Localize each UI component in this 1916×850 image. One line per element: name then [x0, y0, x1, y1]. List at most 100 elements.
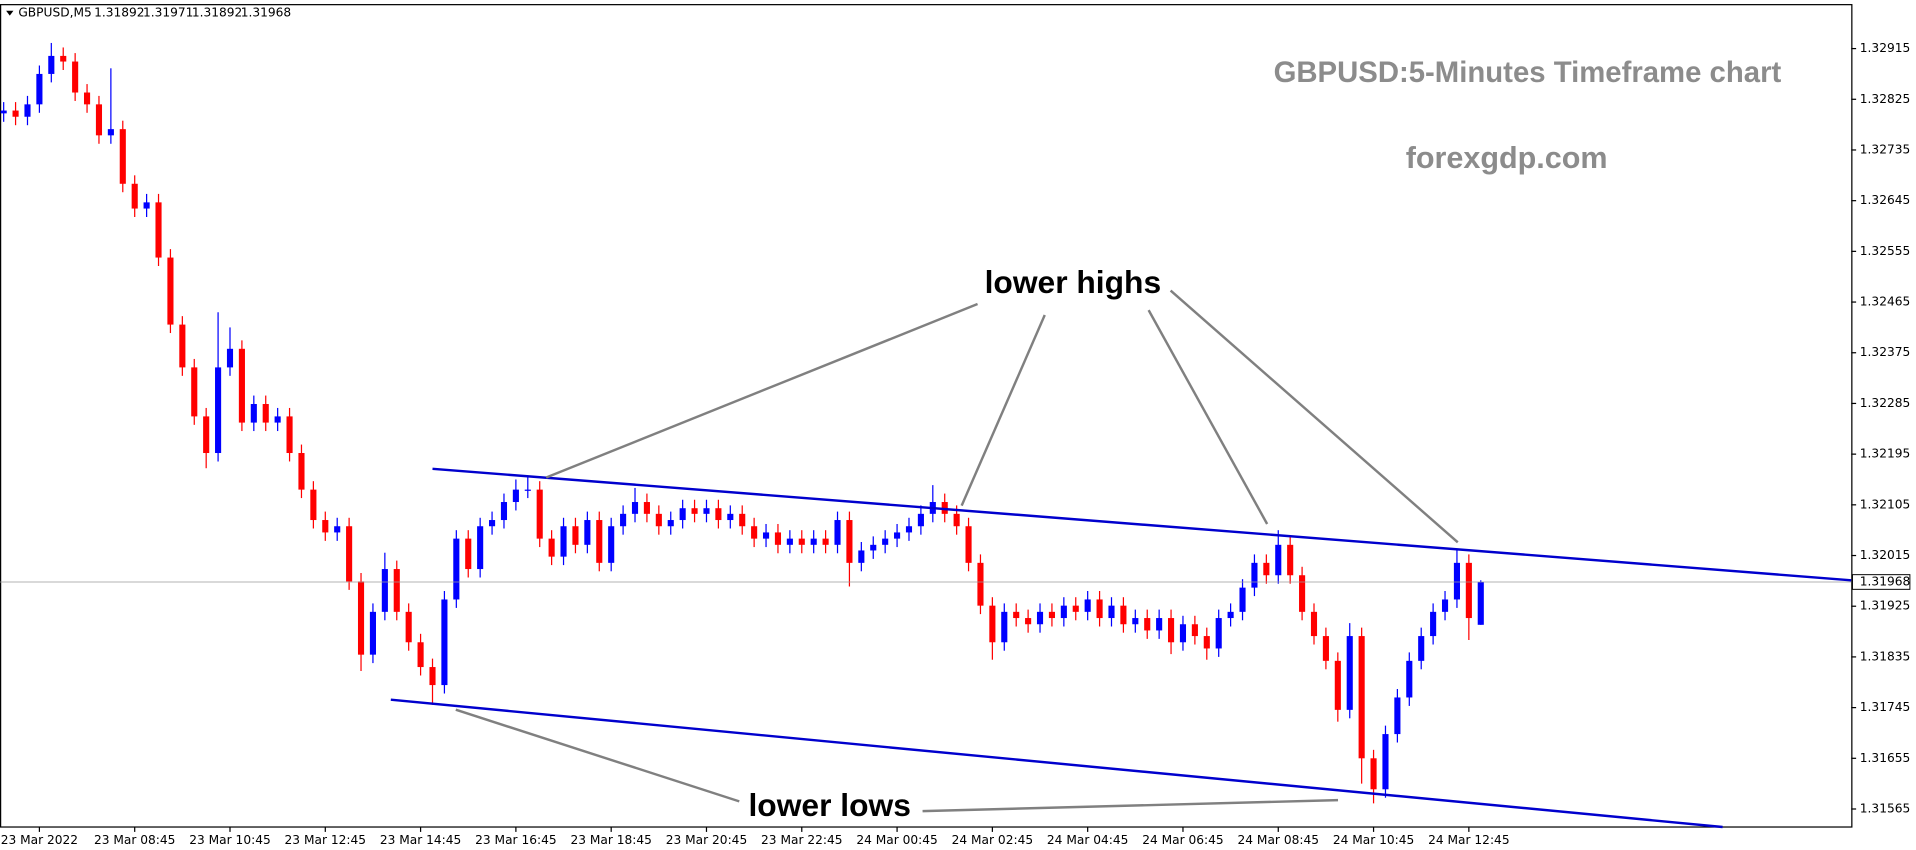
candle-body [393, 569, 400, 612]
candle-body [119, 129, 126, 184]
x-tick-label: 24 Mar 08:45 [1238, 833, 1319, 847]
candle-body [1418, 636, 1425, 661]
candle-body [441, 599, 448, 686]
y-tick-label: 1.31565 [1860, 801, 1910, 815]
candle-body [917, 513, 924, 527]
candle-body [369, 611, 376, 655]
y-tick-label: 1.32195 [1860, 447, 1910, 461]
candle-body [1048, 611, 1055, 619]
candle-body [679, 508, 686, 521]
callout-lines [455, 289, 1459, 813]
candle-body [453, 538, 460, 600]
candle-body [548, 538, 555, 557]
callout-line [1147, 309, 1269, 525]
candle-body [894, 532, 901, 539]
candle-body [631, 502, 639, 514]
candle-body [12, 110, 19, 117]
candle-body [60, 55, 67, 62]
candle-body [1382, 734, 1389, 790]
candle-body [155, 202, 162, 258]
candle-body [1263, 562, 1270, 576]
candle-body [143, 202, 150, 209]
candle-body [727, 513, 734, 521]
candle-body [1358, 636, 1365, 759]
candle-body [1441, 599, 1449, 612]
candle-body [0, 110, 7, 114]
candle-body [215, 367, 222, 454]
x-tick-label: 23 Mar 12:45 [285, 833, 366, 847]
candle-body [262, 404, 269, 423]
candle-body [417, 642, 424, 668]
candle-body [620, 513, 627, 527]
candle-body [1013, 611, 1020, 619]
candle-body [167, 257, 174, 325]
plot-frame [0, 4, 1853, 828]
x-tick-label: 23 Mar 2022 [1, 833, 78, 847]
candle-body [381, 569, 388, 612]
candle-body [572, 526, 579, 545]
candle-body [1251, 562, 1258, 588]
candle-body [655, 513, 662, 527]
candle-body [1239, 587, 1246, 612]
candle-body [1215, 618, 1222, 649]
x-tick-label: 23 Mar 10:45 [189, 833, 270, 847]
ohlc-low: 1.31892 [192, 6, 242, 20]
candle-body [286, 416, 293, 454]
candle-body [560, 526, 567, 557]
candle-body [191, 367, 198, 417]
candle-body [667, 520, 674, 527]
candle-body [965, 526, 972, 563]
callout-line [1169, 289, 1459, 544]
candle-body [691, 508, 698, 514]
candle-body [1299, 575, 1306, 612]
candle-body [774, 532, 782, 545]
x-tick-label: 23 Mar 14:45 [380, 833, 461, 847]
y-tick-label: 1.31745 [1860, 700, 1910, 714]
candle-body [1036, 611, 1044, 625]
candle-body [739, 513, 746, 527]
candle-body [1203, 636, 1210, 649]
x-tick-label: 23 Mar 16:45 [475, 833, 556, 847]
candle-body [1025, 618, 1032, 625]
callout-line [455, 708, 740, 803]
candle-body [1227, 611, 1234, 619]
y-tick-label: 1.31835 [1860, 649, 1910, 663]
candle-body [500, 502, 508, 521]
candle-body [357, 581, 365, 655]
candle-body [1144, 618, 1151, 631]
candle-body [536, 489, 543, 539]
y-tick-label: 1.32735 [1860, 142, 1910, 156]
candle-body [1430, 611, 1437, 637]
price-label-box [1851, 574, 1911, 590]
y-tick-label: 1.32375 [1860, 345, 1910, 359]
candle-body [1132, 618, 1139, 625]
candle-body [596, 520, 603, 563]
x-tick-label: 23 Mar 20:45 [666, 833, 747, 847]
y-tick-label: 1.32915 [1860, 41, 1910, 55]
candle-body [846, 520, 853, 563]
candle-body [1156, 618, 1163, 631]
y-tick-label: 1.31655 [1860, 751, 1910, 765]
candle-body [1334, 660, 1341, 710]
symbol: GBPUSD,M5 [18, 6, 91, 20]
candle-body [1394, 697, 1401, 735]
candle-body [310, 489, 317, 521]
candle-body [715, 508, 722, 521]
candle-body [322, 520, 329, 533]
candle-body [24, 104, 31, 117]
candle-body [762, 532, 770, 539]
callout-line [545, 302, 979, 479]
candle-body [334, 526, 341, 533]
y-tick-label: 1.32825 [1860, 92, 1910, 106]
ohlc-high: 1.31971 [143, 6, 193, 20]
x-tick-label: 23 Mar 18:45 [570, 833, 651, 847]
candle-body [524, 489, 531, 491]
callout-line [922, 798, 1339, 813]
candle-body [274, 416, 281, 423]
x-tick-label: 23 Mar 22:45 [761, 833, 842, 847]
candle-body [298, 453, 305, 490]
candle-body [858, 550, 865, 563]
candle-body [131, 183, 138, 209]
candle-body [1370, 758, 1377, 790]
